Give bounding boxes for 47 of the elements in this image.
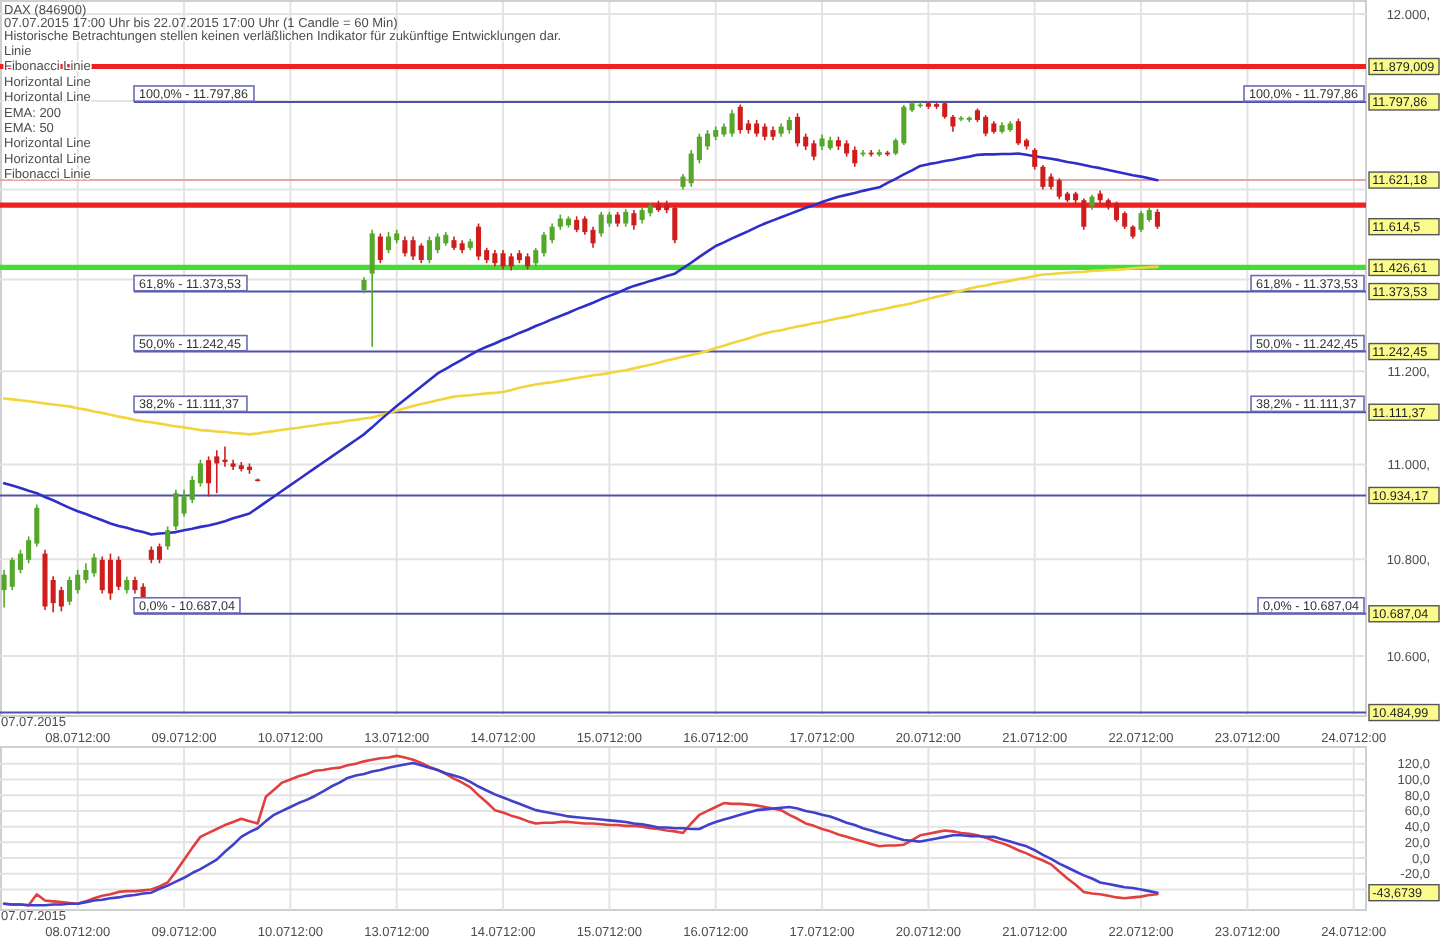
- candlestick: [1015, 117, 1021, 146]
- candlestick: [1154, 208, 1160, 230]
- candlestick: [386, 231, 392, 255]
- candlestick: [1081, 197, 1087, 231]
- candlestick: [794, 112, 801, 148]
- candlestick: [983, 114, 989, 138]
- candlestick: [549, 222, 555, 245]
- candlestick: [83, 562, 89, 585]
- candlestick: [811, 139, 817, 161]
- candlestick: [58, 585, 64, 613]
- candlestick: [206, 455, 212, 498]
- candlestick: [729, 109, 735, 138]
- candlestick: [214, 449, 220, 494]
- candlestick: [1032, 147, 1038, 171]
- candlestick: [116, 555, 122, 591]
- candlestick: [901, 104, 907, 146]
- candlestick: [631, 209, 637, 231]
- candlestick: [1138, 210, 1144, 233]
- candlestick: [590, 225, 596, 249]
- line-series: [2, 265, 1159, 436]
- candlestick: [541, 231, 547, 258]
- candlestick: [582, 215, 588, 236]
- candlestick: [1113, 200, 1120, 223]
- candlestick: [66, 575, 73, 606]
- candlestick: [369, 229, 375, 348]
- candlestick: [500, 249, 506, 271]
- candlestick: [402, 235, 408, 258]
- candlestick: [377, 232, 383, 265]
- candlestick: [107, 552, 113, 601]
- candlestick: [9, 556, 15, 591]
- candlestick: [475, 222, 482, 261]
- candlestick: [75, 569, 81, 595]
- candlestick: [410, 235, 416, 261]
- candlestick: [435, 232, 441, 255]
- candlestick: [91, 552, 97, 578]
- candlestick: [418, 242, 424, 265]
- candlestick: [852, 145, 858, 168]
- candlestick: [737, 103, 743, 135]
- candlestick: [672, 204, 678, 245]
- candlestick: [165, 525, 171, 551]
- candlestick: [1040, 164, 1046, 191]
- candlestick: [173, 489, 179, 531]
- candlestick: [99, 555, 105, 595]
- candlestick: [1056, 177, 1062, 201]
- candlestick: [426, 235, 432, 265]
- candlestick: [156, 542, 163, 564]
- candlestick: [598, 211, 604, 238]
